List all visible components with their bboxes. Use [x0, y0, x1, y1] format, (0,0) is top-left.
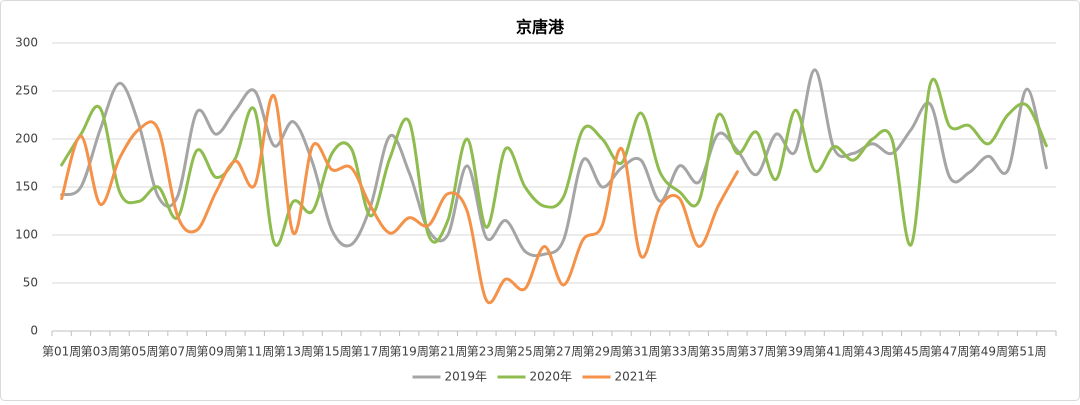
y-tick-label: 200	[15, 132, 38, 146]
x-tick-label: 第45周	[892, 345, 931, 359]
legend-label: 2021年	[615, 370, 658, 384]
x-tick-label: 第15周	[312, 345, 351, 359]
chart-title: 京唐港	[516, 18, 565, 37]
x-tick-label: 第31周	[621, 345, 660, 359]
y-tick-label: 0	[30, 324, 38, 338]
x-tick-label: 第27周	[544, 345, 583, 359]
y-tick-label: 100	[15, 228, 38, 242]
x-tick-label: 第25周	[505, 345, 544, 359]
x-tick-label: 第35周	[698, 345, 737, 359]
x-tick-label: 第39周	[776, 345, 815, 359]
x-tick-label: 第41周	[814, 345, 853, 359]
x-tick-label: 第07周	[158, 345, 197, 359]
y-tick-label: 50	[23, 276, 38, 290]
x-tick-label: 第01周	[42, 345, 81, 359]
y-tick-label: 300	[15, 36, 38, 50]
x-tick-label: 第05周	[119, 345, 158, 359]
x-tick-label: 第47周	[930, 345, 969, 359]
x-tick-label: 第09周	[196, 345, 235, 359]
x-tick-label: 第51周	[1007, 345, 1046, 359]
x-tick-label: 第43周	[853, 345, 892, 359]
x-tick-label: 第21周	[428, 345, 467, 359]
legend-label: 2019年	[445, 370, 488, 384]
x-tick-label: 第49周	[969, 345, 1008, 359]
series-line	[60, 68, 1048, 258]
x-tick-label: 第13周	[274, 345, 313, 359]
x-tick-label: 第11周	[235, 345, 274, 359]
x-tick-label: 第17周	[351, 345, 390, 359]
x-tick-label: 第37周	[737, 345, 776, 359]
x-tick-label: 第03周	[81, 345, 120, 359]
x-tick-label: 第19周	[390, 345, 429, 359]
x-tick-label: 第29周	[583, 345, 622, 359]
x-tick-label: 第33周	[660, 345, 699, 359]
x-tick-label: 第23周	[467, 345, 506, 359]
series-line	[60, 94, 739, 305]
y-tick-label: 250	[15, 84, 38, 98]
y-tick-label: 150	[15, 180, 38, 194]
legend-label: 2020年	[530, 370, 573, 384]
